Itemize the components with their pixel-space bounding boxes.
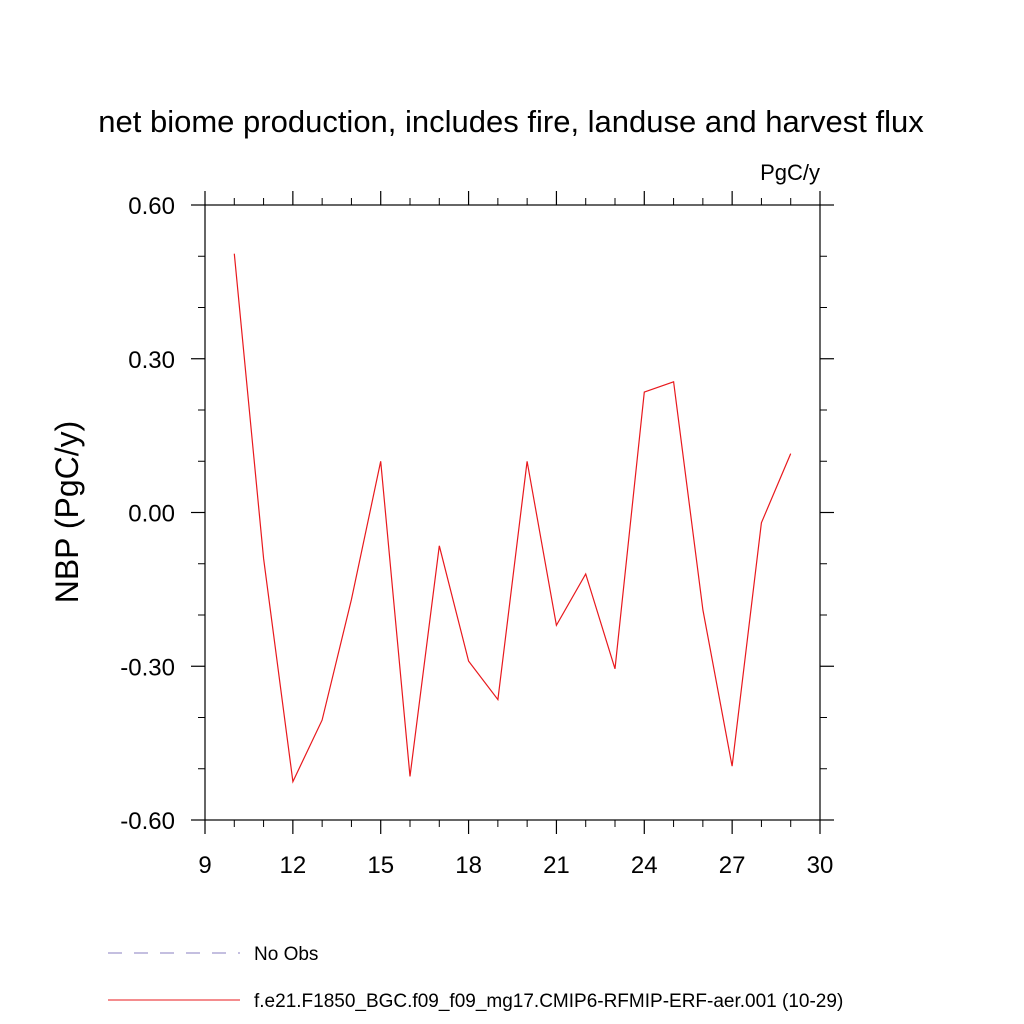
chart-title: net biome production, includes fire, lan… <box>98 104 924 139</box>
plot-frame <box>204 204 821 821</box>
axis-ticks: 9 12 15 18 21 24 27 30 -0.60 -0.30 0.00 0.30 0.60 <box>120 191 834 879</box>
y-tick-label: 0.60 <box>128 193 175 220</box>
x-tick-label: 15 <box>367 852 394 879</box>
y-tick-label: -0.60 <box>120 808 175 835</box>
x-tick-label: 12 <box>280 852 307 879</box>
y-tick-label: 0.00 <box>128 501 175 528</box>
series-layer <box>233 253 792 784</box>
x-tick-label: 9 <box>198 852 211 879</box>
units-label: PgC/y <box>760 160 820 185</box>
x-tick-label: 21 <box>543 852 570 879</box>
legend-label: No Obs <box>254 944 318 965</box>
legend-label: f.e21.F1850_BGC.f09_f09_mg17.CMIP6-RFMIP… <box>254 991 843 1012</box>
legend: No Obs f.e21.F1850_BGC.f09_f09_mg17.CMIP6… <box>108 944 843 1012</box>
y-axis-label: NBP (PgC/y) <box>49 421 85 604</box>
x-tick-label: 24 <box>631 852 658 879</box>
series-line <box>233 253 792 784</box>
x-tick-label: 30 <box>807 852 834 879</box>
y-tick-label: -0.30 <box>120 654 175 681</box>
x-tick-label: 18 <box>455 852 482 879</box>
x-tick-label: 27 <box>719 852 746 879</box>
y-tick-label: 0.30 <box>128 347 175 374</box>
